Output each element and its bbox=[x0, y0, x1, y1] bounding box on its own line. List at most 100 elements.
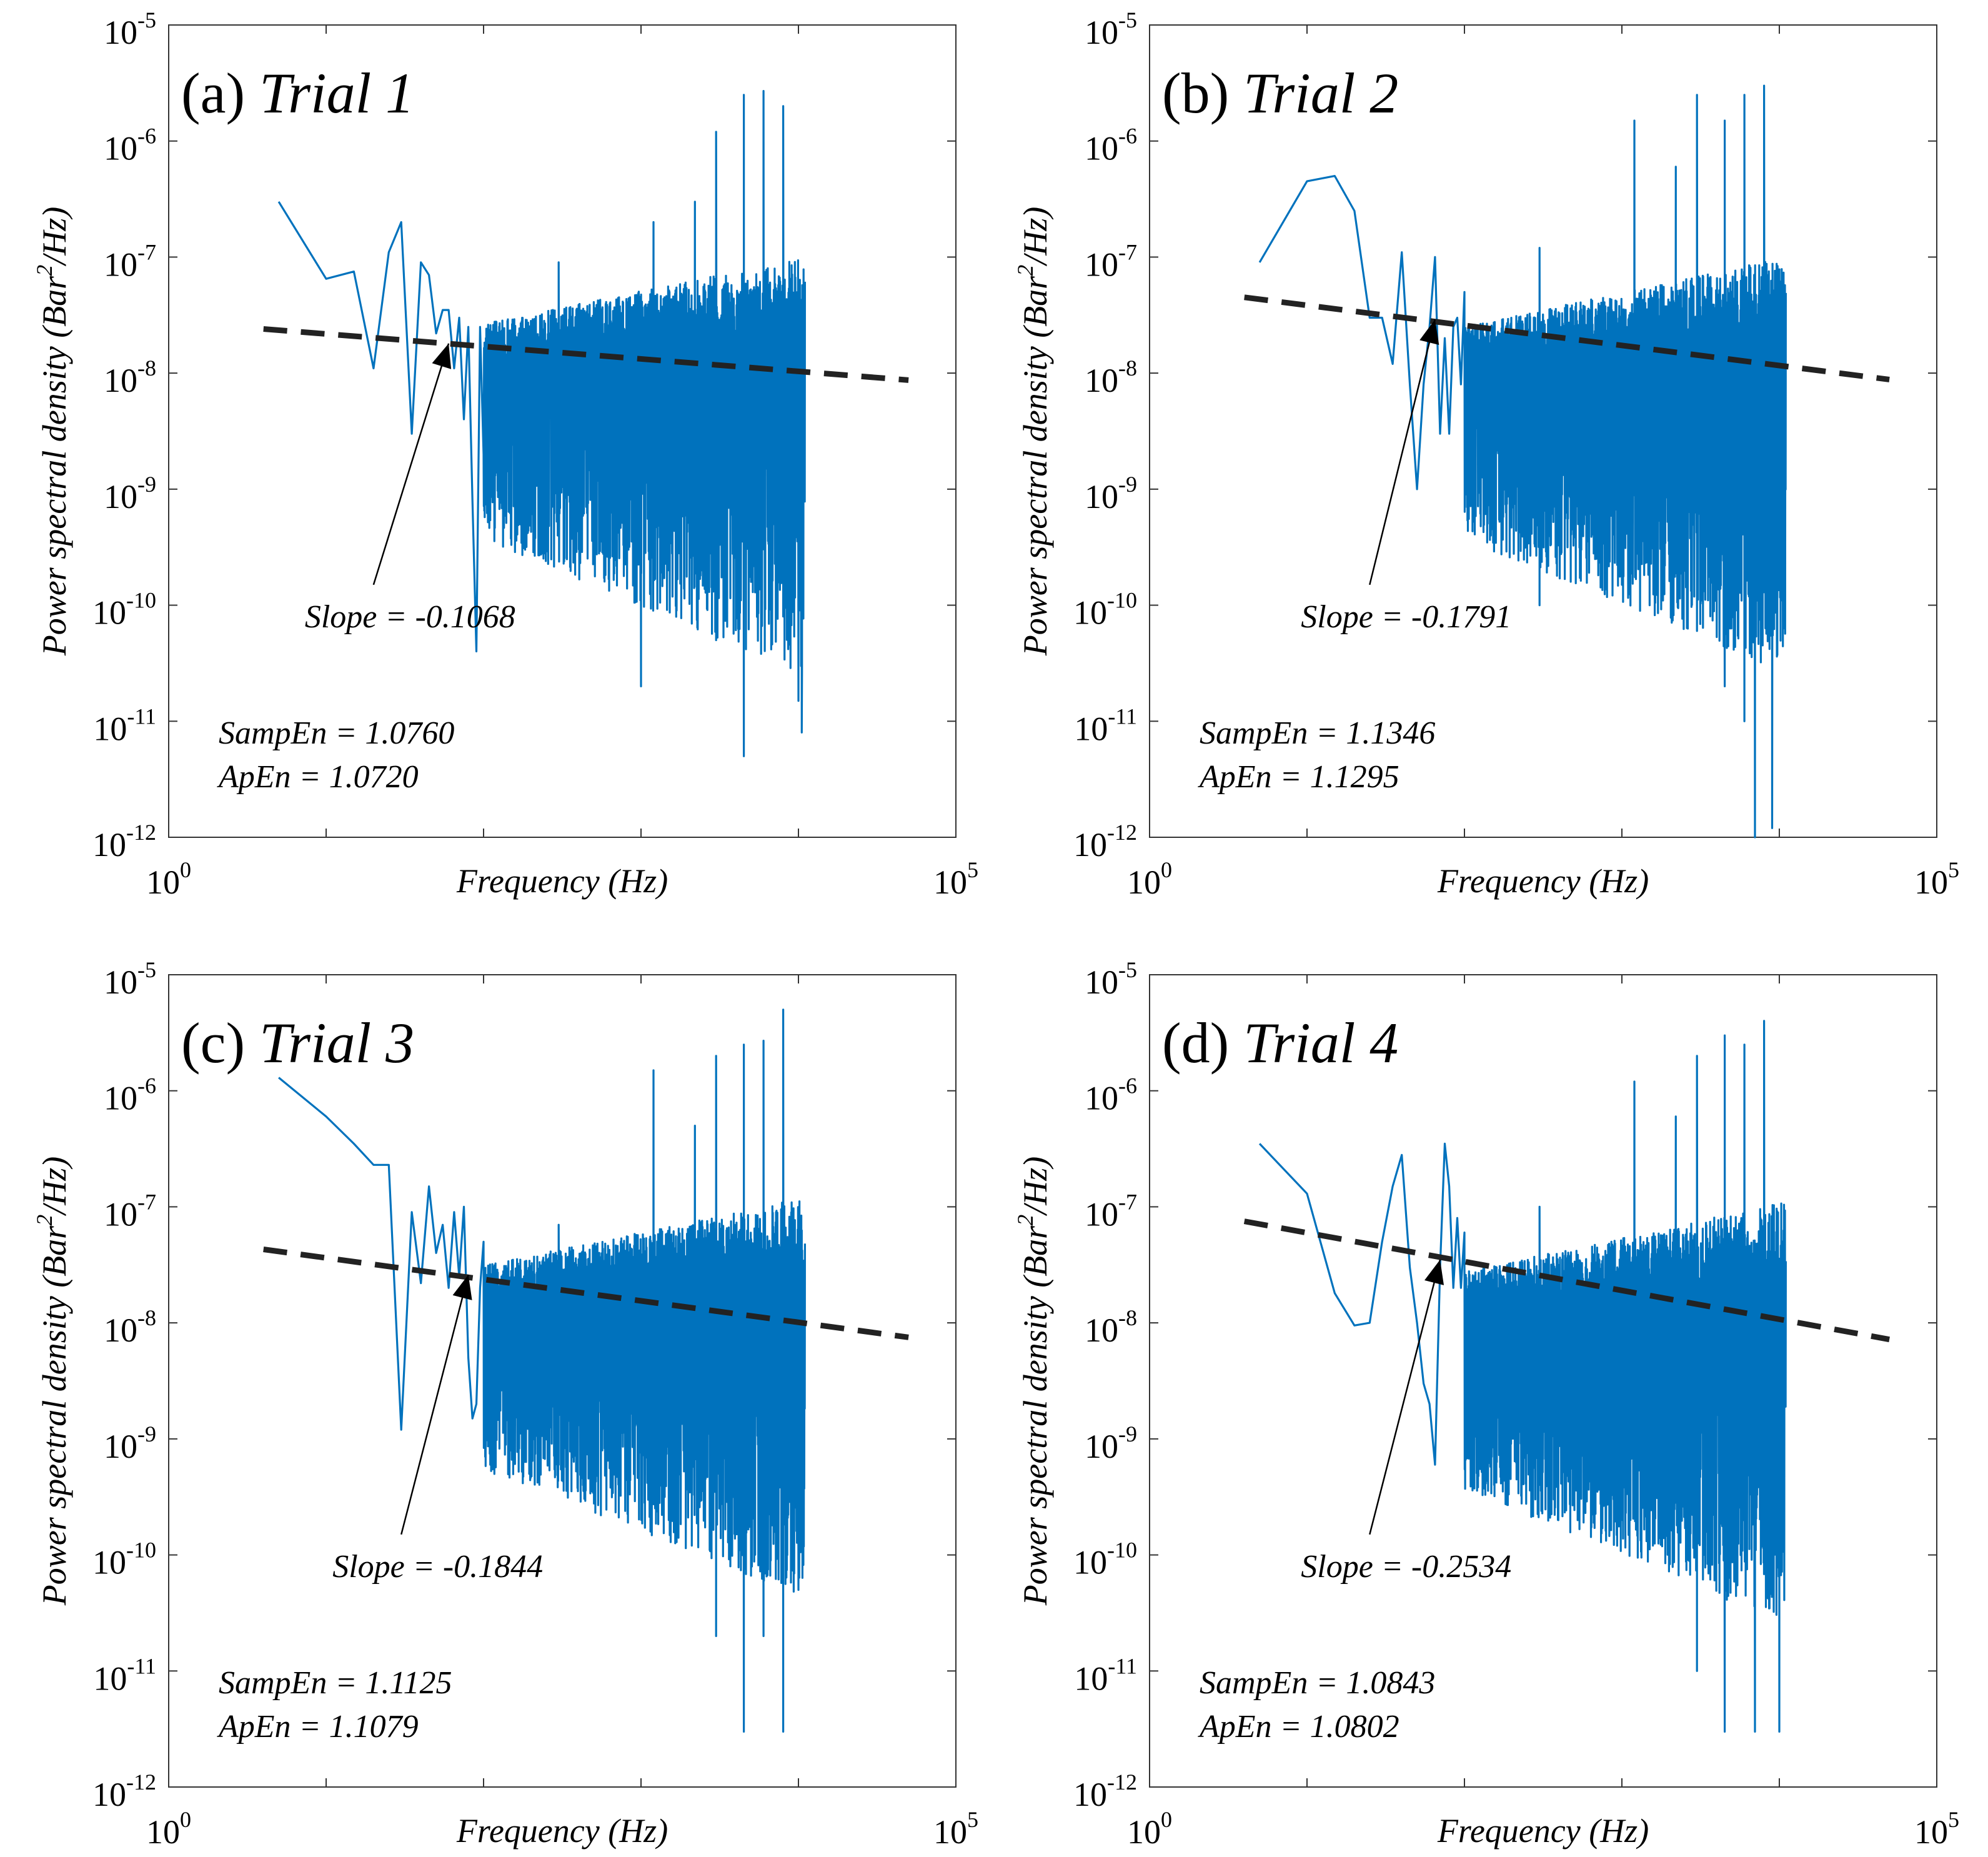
y-tick-base: 10 bbox=[104, 1312, 137, 1349]
y-tick-exponent: -10 bbox=[1107, 1538, 1137, 1563]
y-tick-base: 10 bbox=[1085, 1428, 1118, 1465]
apen-label: ApEn = 1.1295 bbox=[1198, 759, 1399, 795]
fit-dashed-line bbox=[1244, 294, 1890, 382]
y-tick-base: 10 bbox=[1073, 594, 1107, 632]
y-tick-label: 10-11 bbox=[93, 704, 156, 747]
x-tick-exponent: 0 bbox=[1161, 1807, 1172, 1832]
y-tick-label: 10-12 bbox=[92, 820, 156, 864]
sampen-label: SampEn = 1.1346 bbox=[1200, 715, 1435, 751]
psd-series-line bbox=[277, 90, 806, 757]
y-tick-base: 10 bbox=[92, 826, 126, 864]
psd-series-line bbox=[278, 1008, 806, 1733]
y-tick-exponent: -9 bbox=[1118, 1421, 1137, 1446]
panel-letter: (a) bbox=[181, 61, 245, 125]
plot-frame bbox=[1149, 974, 1937, 1788]
x-tick-label: 105 bbox=[1914, 1807, 1959, 1851]
y-tick-base: 10 bbox=[1085, 246, 1118, 283]
y-tick-exponent: -8 bbox=[137, 356, 156, 381]
y-tick-exponent: -6 bbox=[1118, 1073, 1137, 1098]
x-tick-label: 100 bbox=[1127, 857, 1172, 901]
y-tick-base: 10 bbox=[92, 1776, 126, 1813]
y-tick-exponent: -8 bbox=[1118, 356, 1137, 381]
y-tick-base: 10 bbox=[1085, 1312, 1118, 1349]
y-tick-base: 10 bbox=[104, 246, 137, 283]
x-tick-label: 100 bbox=[146, 1807, 191, 1851]
slope-label: Slope = -0.2534 bbox=[1301, 1549, 1511, 1585]
panel-title-space bbox=[1229, 1011, 1243, 1075]
y-axis-label: Power spectral density (Bar2/Hz) bbox=[1013, 1157, 1054, 1606]
y-tick-exponent: -8 bbox=[137, 1305, 156, 1330]
plot-frame bbox=[168, 24, 957, 838]
y-axis-label-part: /Hz) bbox=[36, 1157, 73, 1217]
x-tick-base: 10 bbox=[933, 1813, 967, 1851]
slope-label: Slope = -0.1068 bbox=[305, 599, 515, 635]
y-tick-base: 10 bbox=[1073, 826, 1107, 864]
sampen-label: SampEn = 1.0760 bbox=[219, 715, 454, 751]
panel-title: (c) Trial 3 bbox=[181, 1011, 414, 1075]
y-tick-label: 10-5 bbox=[104, 957, 156, 1001]
y-tick-label: 10-8 bbox=[1085, 1305, 1137, 1349]
panel-letter: (b) bbox=[1162, 61, 1229, 125]
x-tick-exponent: 5 bbox=[1948, 1807, 1959, 1832]
y-tick-base: 10 bbox=[93, 1660, 127, 1697]
y-axis-label: Power spectral density (Bar2/Hz) bbox=[32, 207, 73, 656]
x-tick-label: 105 bbox=[933, 1807, 978, 1851]
y-tick-label: 10-7 bbox=[1085, 239, 1137, 283]
y-tick-label: 10-8 bbox=[104, 1305, 156, 1349]
y-tick-label: 10-9 bbox=[1085, 1421, 1137, 1465]
panel-title-space bbox=[245, 1011, 259, 1075]
fit-dashed-line bbox=[1243, 1218, 1890, 1343]
y-tick-label: 10-6 bbox=[1085, 124, 1137, 167]
y-tick-exponent: -5 bbox=[1118, 957, 1137, 982]
y-axis-label-part: /Hz) bbox=[1016, 1157, 1054, 1217]
x-tick-label: 100 bbox=[1127, 1807, 1172, 1851]
slope-arrow-shaft bbox=[400, 1274, 469, 1535]
y-tick-label: 10-10 bbox=[1073, 588, 1137, 632]
x-axis-label: Frequency (Hz) bbox=[456, 1812, 668, 1850]
y-tick-label: 10-11 bbox=[1074, 704, 1137, 747]
x-tick-base: 10 bbox=[933, 864, 967, 901]
y-tick-label: 10-12 bbox=[1073, 820, 1137, 864]
slope-arrow-shaft bbox=[1369, 1259, 1441, 1535]
panel-letter: (d) bbox=[1162, 1011, 1229, 1075]
plot-frame bbox=[1149, 24, 1937, 838]
y-tick-base: 10 bbox=[1074, 1660, 1108, 1697]
x-axis-label: Frequency (Hz) bbox=[1437, 862, 1649, 900]
trial-name: Trial 3 bbox=[259, 1011, 414, 1075]
x-tick-label: 100 bbox=[146, 857, 191, 901]
y-tick-label: 10-9 bbox=[104, 1421, 156, 1465]
apen-label: ApEn = 1.0802 bbox=[1198, 1709, 1399, 1745]
y-axis-label-part: Power spectral density (Bar bbox=[1016, 1225, 1054, 1606]
y-tick-exponent: -7 bbox=[1118, 1189, 1137, 1214]
y-tick-exponent: -9 bbox=[1118, 472, 1137, 497]
y-tick-base: 10 bbox=[1085, 362, 1118, 399]
y-tick-label: 10-8 bbox=[1085, 356, 1137, 399]
y-tick-exponent: -11 bbox=[1108, 1653, 1137, 1678]
slope-arrow-head bbox=[452, 1275, 472, 1300]
y-axis-label-part: Power spectral density (Bar bbox=[36, 276, 73, 656]
slope-label: Slope = -0.1791 bbox=[1301, 599, 1511, 635]
x-tick-exponent: 0 bbox=[1161, 857, 1172, 882]
x-tick-base: 10 bbox=[1127, 1813, 1161, 1851]
y-tick-exponent: -12 bbox=[126, 820, 156, 845]
y-tick-exponent: -10 bbox=[126, 1538, 156, 1563]
y-tick-label: 10-7 bbox=[104, 1189, 156, 1233]
slope-arrow-shaft bbox=[1369, 319, 1436, 585]
y-tick-label: 10-5 bbox=[1085, 7, 1137, 51]
trial-name: Trial 1 bbox=[259, 61, 414, 125]
y-tick-exponent: -10 bbox=[1107, 588, 1137, 613]
y-tick-exponent: -9 bbox=[137, 1421, 156, 1446]
slope-arrow-shaft bbox=[372, 343, 450, 585]
slope-arrow-head bbox=[432, 343, 452, 369]
x-tick-exponent: 5 bbox=[967, 857, 978, 882]
y-tick-exponent: -11 bbox=[1108, 704, 1137, 729]
x-tick-exponent: 5 bbox=[967, 1807, 978, 1832]
y-tick-exponent: -8 bbox=[1118, 1305, 1137, 1330]
y-tick-exponent: -7 bbox=[1118, 239, 1137, 264]
y-tick-base: 10 bbox=[104, 130, 137, 167]
y-tick-base: 10 bbox=[104, 1195, 137, 1233]
y-tick-label: 10-11 bbox=[93, 1653, 156, 1697]
